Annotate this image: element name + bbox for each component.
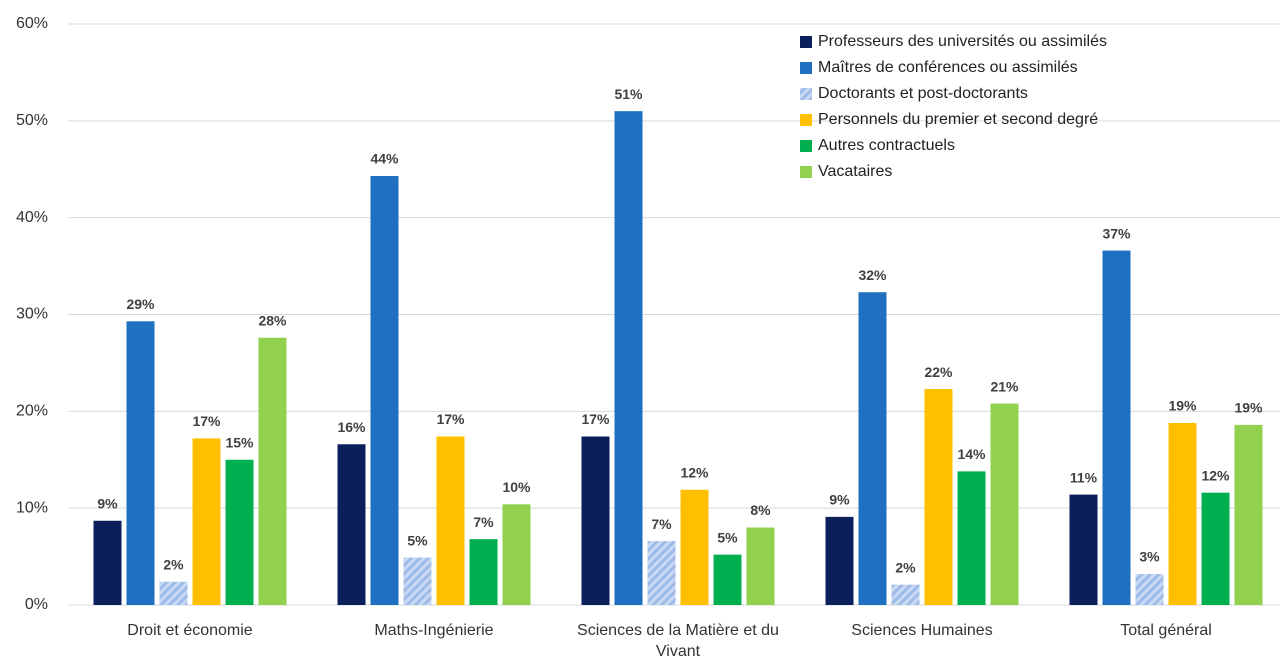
bar — [647, 541, 676, 605]
y-tick-label: 10% — [16, 499, 48, 516]
bar — [680, 489, 709, 605]
data-label: 5% — [717, 529, 738, 545]
bar — [159, 581, 188, 605]
x-tick-label: Sciences de la Matière et du Vivant — [577, 622, 779, 660]
y-tick-label: 40% — [16, 209, 48, 226]
data-label: 15% — [225, 434, 254, 450]
legend-label: Autres contractuels — [818, 137, 955, 154]
y-tick-label: 30% — [16, 306, 48, 323]
data-label: 12% — [1201, 467, 1230, 483]
bar — [1069, 494, 1098, 605]
data-label: 5% — [407, 532, 428, 548]
y-tick-label: 60% — [16, 15, 48, 32]
data-label: 2% — [895, 559, 916, 575]
bar — [858, 292, 887, 605]
bar — [825, 516, 854, 605]
bar — [1135, 574, 1164, 605]
legend-label: Vacataires — [818, 163, 892, 180]
data-label: 14% — [957, 446, 986, 462]
data-label: 9% — [97, 495, 118, 511]
bar — [258, 337, 287, 605]
data-label: 12% — [680, 464, 709, 480]
y-tick-label: 0% — [25, 596, 48, 613]
bar — [1201, 492, 1230, 605]
legend-swatch — [800, 36, 812, 48]
bar — [436, 436, 465, 605]
data-label: 19% — [1234, 400, 1263, 416]
data-label: 44% — [370, 151, 399, 167]
data-label: 17% — [192, 413, 221, 429]
bar — [403, 557, 432, 605]
bar — [225, 459, 254, 605]
data-label: 37% — [1102, 225, 1131, 241]
bar — [1102, 250, 1131, 605]
legend-swatch — [800, 140, 812, 152]
x-tick-label: Droit et économie — [127, 622, 253, 639]
data-label: 17% — [581, 411, 610, 427]
y-tick-label: 50% — [16, 112, 48, 129]
legend-label: Doctorants et post-doctorants — [818, 85, 1028, 102]
data-label: 51% — [614, 86, 643, 102]
bar — [1234, 424, 1263, 605]
data-label: 19% — [1168, 398, 1197, 414]
x-tick-label: Maths-Ingénierie — [374, 622, 494, 639]
legend-swatch — [800, 62, 812, 74]
data-label: 29% — [126, 296, 155, 312]
data-label: 22% — [924, 364, 953, 380]
bar — [93, 520, 122, 605]
bar — [990, 403, 1019, 605]
bar — [924, 389, 953, 605]
bar — [192, 438, 221, 605]
data-label: 10% — [502, 479, 531, 495]
y-tick-label: 20% — [16, 403, 48, 420]
x-tick-label: Sciences Humaines — [851, 622, 993, 639]
legend-swatch — [800, 166, 812, 178]
bar — [957, 471, 986, 605]
bar — [1168, 422, 1197, 605]
data-label: 8% — [750, 502, 771, 518]
legend-label: Maîtres de conférences ou assimilés — [818, 59, 1078, 76]
bar — [581, 436, 610, 605]
bar — [126, 321, 155, 605]
bar — [746, 527, 775, 605]
bar — [337, 444, 366, 605]
data-label: 32% — [858, 267, 887, 283]
data-label: 17% — [436, 411, 465, 427]
bar — [502, 504, 531, 605]
data-label: 21% — [990, 378, 1019, 394]
bar — [469, 539, 498, 605]
data-label: 9% — [829, 492, 850, 508]
data-label: 7% — [473, 514, 494, 530]
bar — [614, 111, 643, 606]
data-label: 28% — [258, 312, 287, 328]
legend-label: Professeurs des universités ou assimilés — [818, 33, 1107, 50]
data-label: 16% — [337, 419, 366, 435]
legend-swatch — [800, 114, 812, 126]
legend-swatch — [800, 88, 812, 100]
legend-label: Personnels du premier et second degré — [818, 111, 1098, 128]
bar — [713, 554, 742, 605]
data-label: 2% — [163, 556, 184, 572]
bar — [370, 176, 399, 606]
data-label: 7% — [651, 516, 672, 532]
data-label: 3% — [1139, 549, 1160, 565]
bar — [891, 584, 920, 605]
data-label: 11% — [1070, 469, 1098, 485]
x-tick-label: Total général — [1120, 622, 1212, 639]
